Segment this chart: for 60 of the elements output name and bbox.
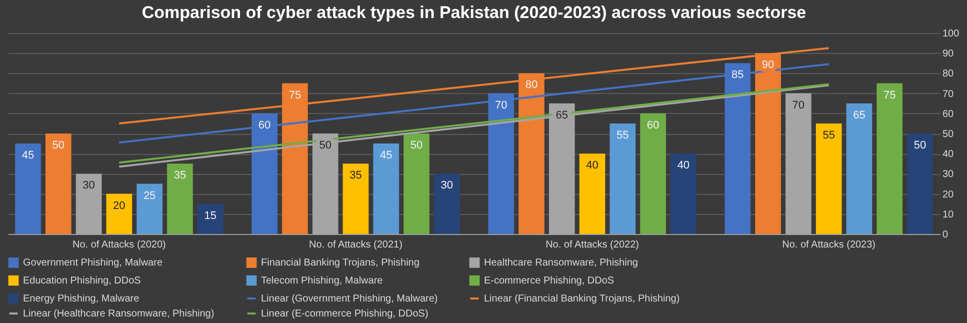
data-label: 60	[646, 119, 660, 132]
data-label: 40	[586, 160, 598, 172]
data-label: 85	[732, 69, 744, 82]
data-label: 20	[113, 200, 126, 212]
data-label: 75	[288, 89, 302, 102]
x-tick-label: No. of Attacks (2021)	[309, 240, 402, 250]
data-label: 35	[174, 170, 186, 182]
legend-label: Linear (E-commerce Phishing, DDoS)	[261, 308, 428, 320]
x-tick-label: No. of Attacks (2023)	[782, 240, 876, 250]
data-label: 35	[350, 170, 362, 182]
data-label: 70	[494, 99, 508, 112]
data-label: 50	[52, 140, 65, 152]
data-label: 45	[22, 150, 34, 162]
legend-label: E-commerce Phishing, DDoS	[484, 276, 614, 286]
data-label: 80	[525, 79, 538, 92]
data-label: 75	[883, 89, 896, 102]
bar	[876, 83, 903, 234]
legend-label: Linear (Financial Banking Trojans, Phishing)	[484, 294, 680, 304]
bar	[846, 103, 872, 234]
data-label: 15	[204, 210, 216, 222]
data-label: 65	[853, 109, 866, 122]
bar	[907, 134, 933, 234]
legend-label: Healthcare Ransomware, Phishing	[484, 258, 638, 269]
y-tick-label: 20	[942, 189, 954, 200]
bar	[610, 123, 636, 234]
data-label: 40	[677, 160, 690, 172]
y-tick-label: 100	[942, 28, 960, 40]
y-tick-label: 30	[942, 169, 954, 180]
data-label: 70	[792, 99, 805, 112]
data-label: 55	[616, 129, 629, 142]
data-label: 30	[82, 180, 95, 192]
data-label: 90	[762, 59, 774, 72]
bar	[45, 134, 72, 234]
data-label: 50	[319, 140, 332, 152]
y-tick-label: 60	[942, 108, 954, 120]
y-tick-label: 70	[942, 88, 954, 100]
data-label: 55	[822, 129, 835, 142]
y-tick-label: 90	[942, 48, 954, 60]
legend-label: Telecom Phishing, Malware	[261, 276, 384, 286]
legend-label: Linear (Healthcare Ransomware, Phishing)	[23, 308, 214, 320]
y-tick-label: 0	[942, 230, 948, 240]
data-label: 50	[914, 140, 926, 152]
legend-label: Government Phishing, Malware	[23, 258, 163, 269]
x-tick-label: No. of Attacks (2022)	[546, 240, 639, 250]
data-label: 50	[410, 140, 423, 152]
legend-label: Financial Banking Trojans, Phishing	[261, 258, 420, 269]
y-tick-label: 10	[942, 209, 954, 220]
x-tick-label: No. of Attacks (2020)	[72, 240, 166, 250]
legend-label: Education Phishing, DDoS	[23, 276, 142, 286]
y-tick-label: 50	[942, 129, 954, 140]
chart-title: Comparison of cyber attack types in Pakistan (2020-2023) across various sectorse	[142, 3, 806, 22]
bar	[640, 113, 666, 234]
legend-label: Linear (Government Phishing, Malware)	[261, 294, 438, 304]
y-tick-label: 40	[942, 149, 954, 160]
y-tick-label: 80	[942, 68, 954, 80]
data-label: 30	[440, 180, 454, 192]
data-label: 25	[143, 190, 156, 202]
data-label: 45	[380, 150, 392, 162]
legend-label: Energy Phishing, Malware	[23, 294, 140, 304]
data-label: 60	[258, 119, 271, 132]
